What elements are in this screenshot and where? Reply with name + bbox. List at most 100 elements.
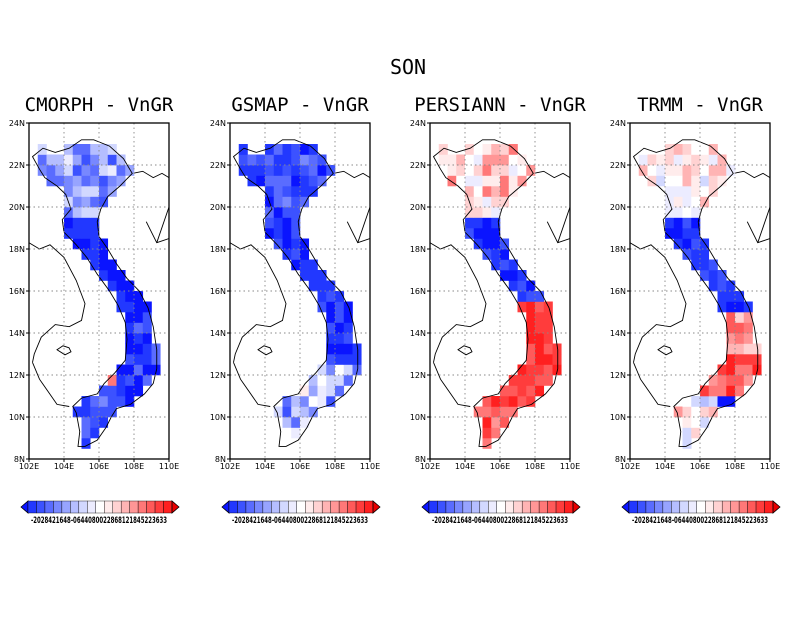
grid-cell: [491, 217, 501, 229]
grid-cell: [81, 417, 91, 428]
grid-cell: [247, 154, 257, 166]
grid-cell: [142, 333, 152, 344]
colorbar-segment: [705, 500, 714, 514]
lon-tick-label: 108E: [124, 462, 144, 471]
grid-cell: [500, 175, 510, 187]
grid-cell: [282, 396, 292, 407]
grid-cell: [482, 238, 492, 250]
lat-tick-label: 24N: [610, 119, 626, 128]
grid-cell: [151, 343, 161, 355]
grid-cell: [72, 207, 82, 218]
coastline: [230, 242, 287, 363]
grid-cell: [691, 144, 701, 155]
map-panel-persiann: PERSIANN - VnGR 102E 104E 106E 108E 110E 8N 10N…: [410, 94, 587, 526]
grid-cell: [291, 396, 301, 407]
grid-cell: [743, 312, 753, 323]
grid-cell: [656, 154, 666, 166]
grid-cell: [273, 186, 283, 197]
colorbar-segment: [437, 500, 447, 514]
grid-cell: [308, 154, 318, 166]
colorbar-segment: [330, 500, 340, 514]
grid-cell: [335, 333, 345, 344]
grid-cell: [55, 175, 65, 187]
grid-cell: [300, 385, 310, 397]
lat-tick-label: 24N: [210, 119, 226, 128]
coastline: [533, 170, 570, 179]
grid-cell: [81, 238, 91, 250]
lon-tick-label: 102E: [620, 462, 640, 471]
colorbar: -2028421648-0644080022868121845223633: [20, 500, 180, 526]
lat-tick-label: 10N: [410, 413, 426, 422]
grid-cell: [500, 154, 510, 166]
grid-cell: [673, 165, 683, 176]
lat-tick-label: 16N: [9, 287, 25, 296]
grid-cell: [500, 259, 510, 271]
colorbar-segment: [479, 500, 489, 514]
grid-cell: [673, 238, 683, 250]
coastline: [757, 206, 770, 243]
grid-cell: [300, 249, 310, 260]
grid-cell: [291, 196, 301, 208]
panel-title: CMORPH - VnGR: [25, 94, 174, 116]
grid-cell: [473, 186, 483, 197]
grid-cell: [526, 312, 536, 323]
grid-cell: [500, 385, 510, 397]
lat-tick-label: 14N: [410, 329, 426, 338]
grid-cell: [726, 291, 736, 302]
colorbar-segment: [44, 500, 54, 514]
colorbar: -2028421648-0644080022868121845223633: [421, 500, 581, 526]
colorbar-segment: [271, 500, 281, 514]
grid-cell: [352, 354, 362, 365]
grid-cell: [142, 343, 152, 355]
grid-cell: [99, 165, 109, 176]
grid-cell: [326, 354, 336, 365]
grid-cell: [708, 375, 718, 386]
grid-cell: [700, 186, 710, 197]
grid-cell: [343, 312, 353, 323]
grid-cell: [647, 165, 657, 176]
grid-cell: [743, 322, 753, 334]
grid-cell: [673, 196, 683, 208]
grid-cell: [517, 165, 527, 176]
grid-cell: [317, 270, 327, 281]
grid-cell: [300, 417, 310, 428]
grid-cell: [708, 165, 718, 176]
lat-tick-label: 14N: [610, 329, 626, 338]
grid-cell: [282, 186, 292, 197]
grid-cell: [273, 144, 283, 155]
panel-title: TRMM - VnGR: [637, 94, 763, 116]
grid-cell: [700, 175, 710, 187]
grid-cell: [682, 165, 692, 176]
grid-cell: [99, 270, 109, 281]
grid-cell: [256, 175, 266, 187]
grid-cell: [735, 364, 745, 376]
grid-cell: [343, 364, 353, 376]
grid-cell: [700, 249, 710, 260]
lat-tick-label: 10N: [210, 413, 226, 422]
grid-cell: [491, 228, 501, 239]
grid-cell: [343, 375, 353, 386]
grid-cell: [473, 154, 483, 166]
lon-tick-label: 110E: [560, 462, 580, 471]
grid-cell: [500, 406, 510, 418]
grid-cell: [500, 186, 510, 197]
grid-cell: [317, 375, 327, 386]
grid-cell: [473, 196, 483, 208]
grid-cell: [265, 144, 275, 155]
grid-cell: [308, 175, 318, 187]
colorbar-segment: [254, 500, 264, 514]
grid-cell: [81, 249, 91, 260]
colorbar-segment: [338, 500, 348, 514]
grid-cell: [300, 270, 310, 281]
grid-cell: [465, 228, 475, 239]
grid-cell: [282, 417, 292, 428]
lat-tick-label: 18N: [610, 245, 626, 254]
grid-cell: [99, 196, 109, 208]
grid-cell: [552, 354, 562, 365]
grid-cell: [708, 280, 718, 292]
grid-cell: [125, 280, 135, 292]
grid-cell: [647, 175, 657, 187]
grid-cell: [708, 154, 718, 166]
grid-cell: [500, 196, 510, 208]
grid-cell: [482, 217, 492, 229]
